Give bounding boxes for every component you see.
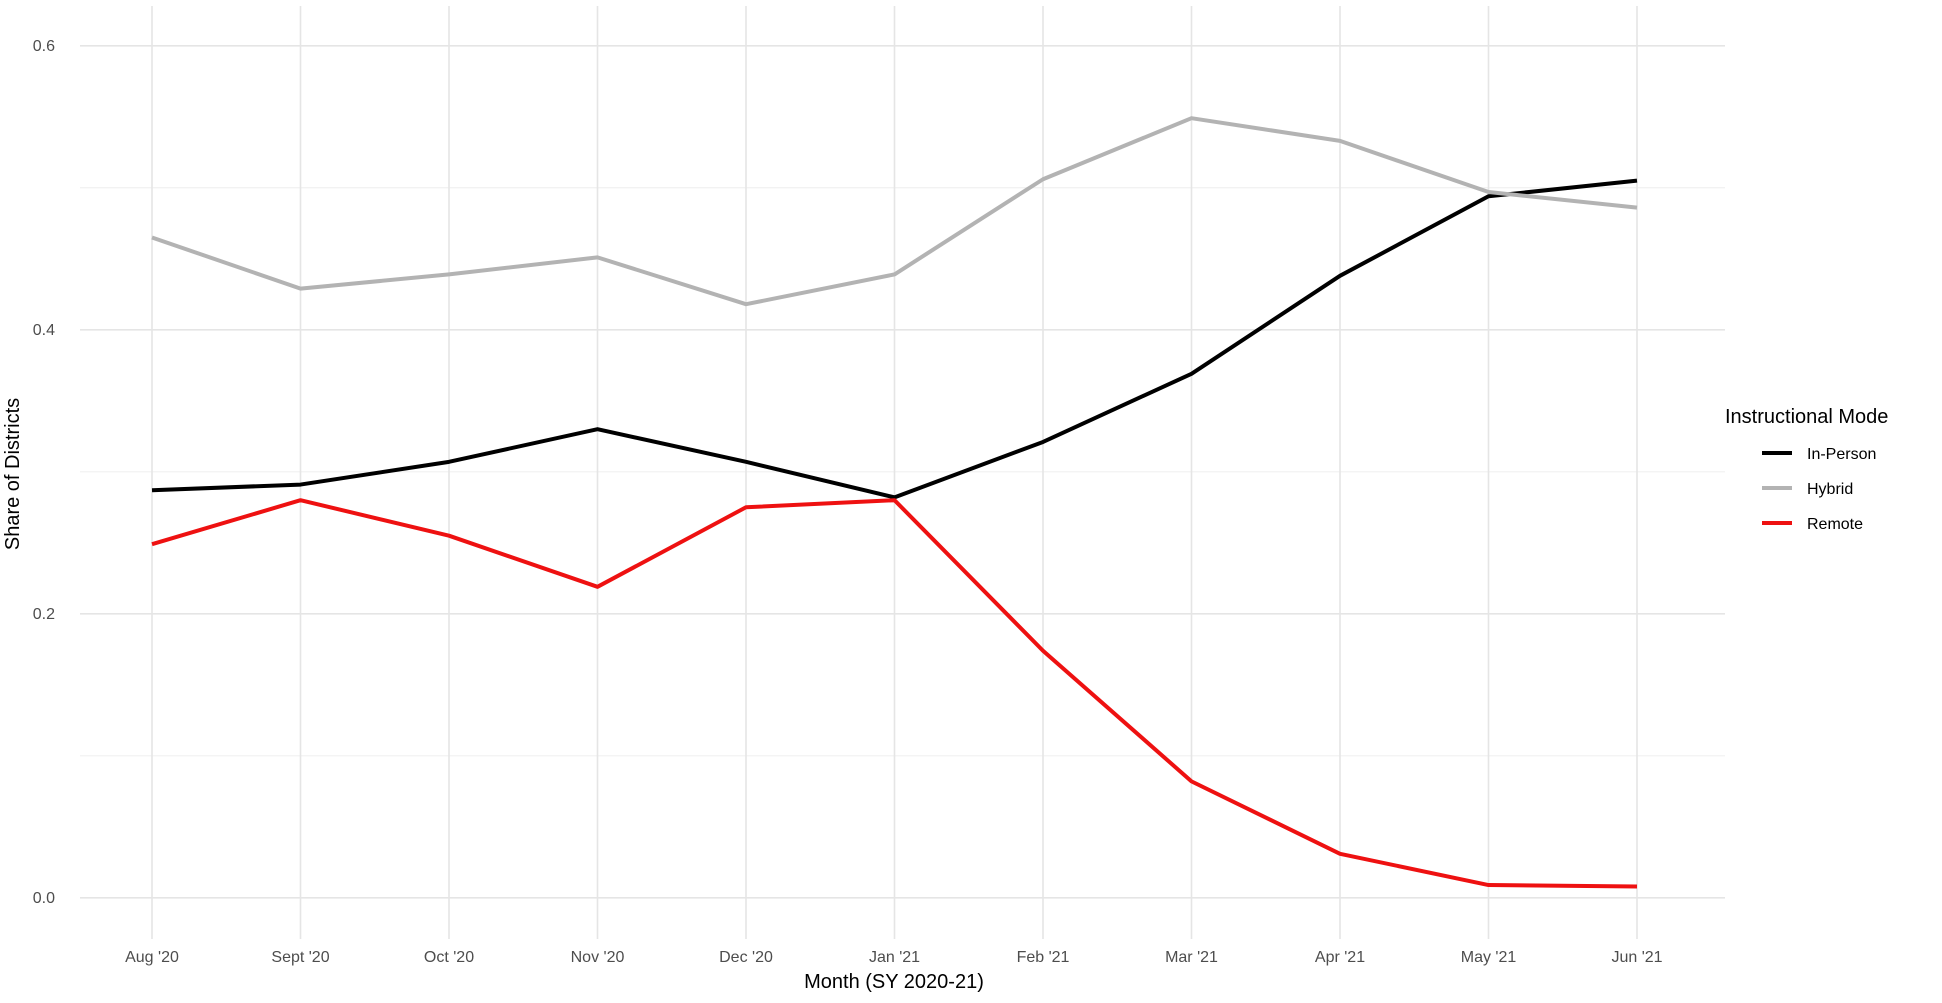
x-tick-label: Sept '20 (271, 949, 329, 966)
y-tick-label: 0.2 (33, 606, 55, 623)
legend-label: In-Person (1807, 446, 1876, 463)
x-tick-label: Mar '21 (1165, 949, 1218, 966)
legend-label: Hybrid (1807, 481, 1853, 498)
x-axis-title: Month (SY 2020-21) (804, 971, 984, 993)
series-line (151, 116, 1638, 307)
series-line (151, 498, 1638, 889)
x-tick-label: Feb '21 (1017, 949, 1070, 966)
y-tick-label: 0.0 (33, 890, 55, 907)
legend-title: Instructional Mode (1725, 406, 1888, 428)
x-tick-label: Oct '20 (424, 949, 474, 966)
grid (80, 6, 1725, 939)
x-tick-label: May '21 (1461, 949, 1517, 966)
series-line (151, 178, 1638, 500)
y-tick-label: 0.4 (33, 322, 55, 339)
x-tick-label: Jan '21 (869, 949, 920, 966)
x-tick-label: Dec '20 (719, 949, 773, 966)
y-tick-label: 0.6 (33, 38, 55, 55)
x-tick-label: Apr '21 (1315, 949, 1365, 966)
x-tick-label: Jun '21 (1611, 949, 1662, 966)
legend-label: Remote (1807, 516, 1863, 533)
x-tick-label: Nov '20 (571, 949, 625, 966)
y-axis-title: Share of Districts (2, 398, 24, 550)
x-tick-label: Aug '20 (125, 949, 179, 966)
